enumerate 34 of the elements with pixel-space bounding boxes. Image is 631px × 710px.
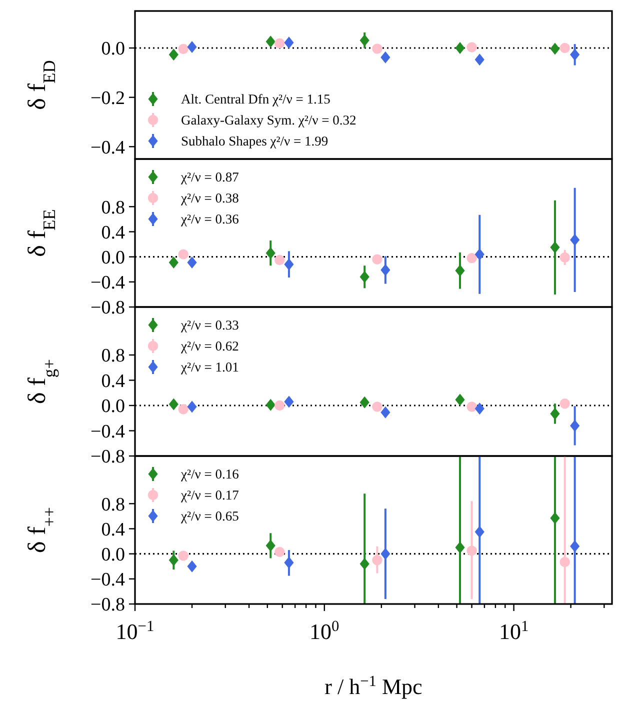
legend-label: χ²/ν = 0.33	[180, 318, 240, 333]
y-tick-label: 0.0	[101, 396, 125, 418]
legend-label: χ²/ν = 0.62	[180, 338, 239, 354]
legend-label: χ²/ν = 0.16	[180, 466, 240, 482]
x-tick-label: 10$^{0}$	[310, 618, 340, 644]
legend-label: Subhalo Shapes χ²/ν = 1.99	[181, 134, 328, 149]
y-tick-label: −0.2	[90, 88, 125, 109]
legend-label: χ²/ν = 0.17	[180, 488, 240, 503]
y-tick-label: 0.0	[101, 544, 125, 566]
y-tick-label: −0.4	[90, 421, 126, 442]
y-tick-label: −0.4	[90, 137, 126, 158]
y-tick-label: 0.8	[101, 346, 125, 367]
y-tick-label: 0.8	[101, 197, 125, 218]
y-tick-label: 0.4	[101, 222, 126, 244]
x-tick-label: 10$^{−1}$	[116, 618, 154, 644]
y-tick-label: −0.8	[90, 298, 125, 319]
legend-label: χ²/ν = 0.87	[180, 170, 240, 185]
y-tick-label: −0.8	[90, 594, 125, 616]
legend-label: Alt. Central Dfn χ²/ν = 1.15	[181, 92, 331, 107]
y-tick-label: 0.8	[101, 494, 125, 516]
x-tick-label: 10$^{1}$	[498, 618, 529, 644]
legend-label: χ²/ν = 0.36	[180, 212, 240, 227]
y-tick-label: −0.8	[90, 446, 125, 468]
legend-label: χ²/ν = 1.01	[180, 360, 239, 375]
legend-label: χ²/ν = 0.65	[180, 508, 240, 524]
y-tick-label: −0.4	[90, 272, 126, 294]
y-tick-label: 0.4	[101, 370, 126, 392]
legend-label: χ²/ν = 0.38	[180, 190, 240, 206]
legend-label: Galaxy-Galaxy Sym. χ²/ν = 0.32	[181, 112, 356, 128]
y-tick-label: 0.0	[101, 38, 125, 60]
x-axis-title: r / h$^{−1}$ Mpc	[324, 672, 423, 699]
y-tick-label: 0.4	[101, 519, 126, 540]
y-tick-label: 0.0	[101, 247, 125, 268]
y-tick-label: −0.4	[90, 570, 126, 591]
